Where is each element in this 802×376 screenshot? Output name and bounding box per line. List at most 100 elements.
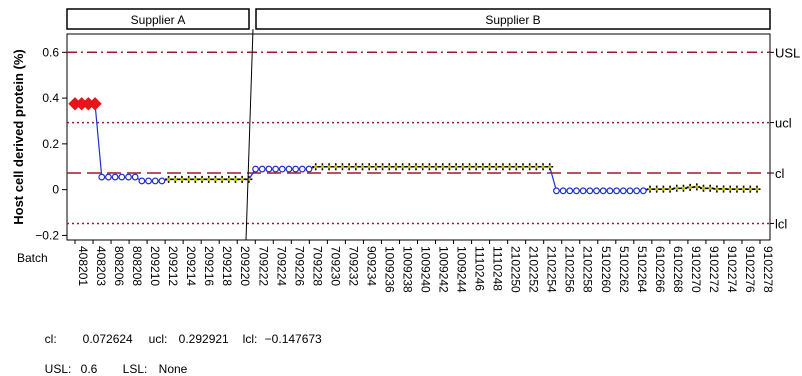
limit-label-ucl: ucl	[775, 116, 792, 131]
data-point-fill	[347, 165, 351, 169]
data-point	[599, 187, 607, 195]
data-point-fill	[508, 165, 512, 169]
series	[68, 97, 761, 195]
data-point-fill	[327, 165, 331, 169]
x-tick-label: 808206	[112, 246, 126, 286]
data-point-fill	[320, 165, 324, 169]
data-point-fill	[193, 177, 197, 181]
y-tick-label: 0.6	[42, 45, 59, 59]
data-point-fill	[334, 165, 338, 169]
data-point-fill	[207, 177, 211, 181]
data-point-fill	[487, 165, 492, 169]
data-point-fill	[340, 165, 345, 169]
series-line	[75, 103, 757, 192]
x-tick-label: 1110248	[491, 246, 505, 291]
data-point-fill	[695, 185, 699, 189]
data-point-fill	[742, 187, 746, 191]
data-point-fill	[688, 185, 692, 189]
y-tick-label: 0.4	[42, 91, 59, 105]
data-point	[559, 187, 567, 195]
x-tick-label: 209218	[220, 246, 234, 286]
data-point-fill	[441, 165, 445, 169]
x-tick-label: 1009238	[400, 246, 414, 293]
data-point-fill	[380, 165, 385, 169]
data-point	[88, 97, 102, 111]
x-tick-label: 2102258	[581, 246, 595, 293]
data-point-fill	[434, 165, 438, 169]
data-point	[633, 187, 641, 195]
y-ticks: −0.2 0 0.2 0.4 0.6	[35, 45, 67, 242]
data-point	[158, 177, 166, 185]
limit-lines	[67, 51, 770, 225]
data-point-fill	[180, 177, 184, 181]
x-tick-label: 209214	[184, 246, 198, 286]
data-point	[566, 187, 574, 195]
data-point	[252, 165, 259, 173]
x-tick-label: 9102276	[743, 246, 757, 293]
x-tick-label: 209216	[202, 246, 216, 286]
x-tick-label: 2102250	[509, 246, 523, 293]
data-point-fill	[474, 165, 478, 169]
data-point-fill	[467, 165, 472, 169]
data-point-fill	[661, 187, 665, 191]
data-point	[111, 173, 119, 181]
x-tick-label: 5102260	[599, 246, 613, 293]
data-point-fill	[387, 165, 391, 169]
ucl-value: 0.292921	[178, 332, 229, 346]
data-point	[298, 165, 306, 173]
data-point-fill	[227, 177, 231, 181]
data-point-fill	[187, 177, 191, 181]
x-tick-label: 408201	[76, 246, 90, 286]
x-tick-label: 9102278	[761, 246, 775, 293]
x-tick-label: 2102254	[545, 246, 559, 293]
data-point	[265, 165, 273, 173]
data-point	[105, 173, 112, 181]
group-headers: Supplier A Supplier B	[66, 8, 771, 30]
limit-labels: USL ucl cl lcl	[770, 45, 800, 231]
x-tick-label: 1110246	[473, 246, 487, 291]
x-tick-label: 709230	[328, 246, 342, 286]
limit-label-cl: cl	[775, 166, 785, 181]
data-point-fill	[748, 187, 752, 191]
data-point	[292, 165, 300, 173]
data-point	[272, 165, 279, 173]
plot-frame	[66, 33, 771, 241]
data-point-fill	[407, 165, 411, 169]
data-point-fill	[548, 165, 552, 169]
data-point-fill	[447, 165, 452, 169]
data-point-fill	[374, 165, 378, 169]
data-point-fill	[421, 165, 425, 169]
data-point	[118, 173, 126, 181]
data-point	[278, 165, 286, 173]
limit-label-lcl: lcl	[775, 216, 787, 231]
data-point	[285, 165, 293, 173]
data-point-fill	[541, 165, 545, 169]
data-point-fill	[454, 165, 458, 169]
data-point-fill	[721, 187, 726, 191]
x-tick-label: 9102272	[707, 246, 721, 293]
x-tick-labels: 408201 408203 808206 808208 209210 209212 2092…	[74, 240, 775, 293]
usl-value: 0.6	[80, 362, 98, 376]
lcl-value: −0.147673	[264, 332, 322, 346]
data-point-fill	[681, 186, 686, 190]
data-point	[125, 173, 132, 181]
data-point-fill	[514, 165, 518, 169]
data-point-fill	[354, 165, 358, 169]
x-tick-label: 709222	[256, 246, 270, 286]
x-tick-label: 209212	[166, 246, 180, 286]
data-point-fill	[521, 165, 525, 169]
ucl-label: ucl:	[148, 332, 168, 346]
data-point	[305, 165, 313, 173]
data-point	[98, 173, 106, 181]
footer-row-control-limits: cl: 0.072624 ucl: 0.292921 lcl: −0.147673	[38, 318, 322, 346]
data-point	[613, 187, 620, 195]
data-point-fill	[167, 177, 171, 181]
data-point-fill	[735, 187, 739, 191]
x-tick-label: 709226	[292, 246, 306, 286]
data-point	[586, 187, 594, 195]
y-tick-label: 0.2	[42, 137, 59, 151]
data-point-fill	[220, 177, 224, 181]
group-header-label-a: Supplier A	[131, 13, 186, 27]
data-point-fill	[534, 165, 538, 169]
group-header-label-b: Supplier B	[485, 13, 540, 27]
